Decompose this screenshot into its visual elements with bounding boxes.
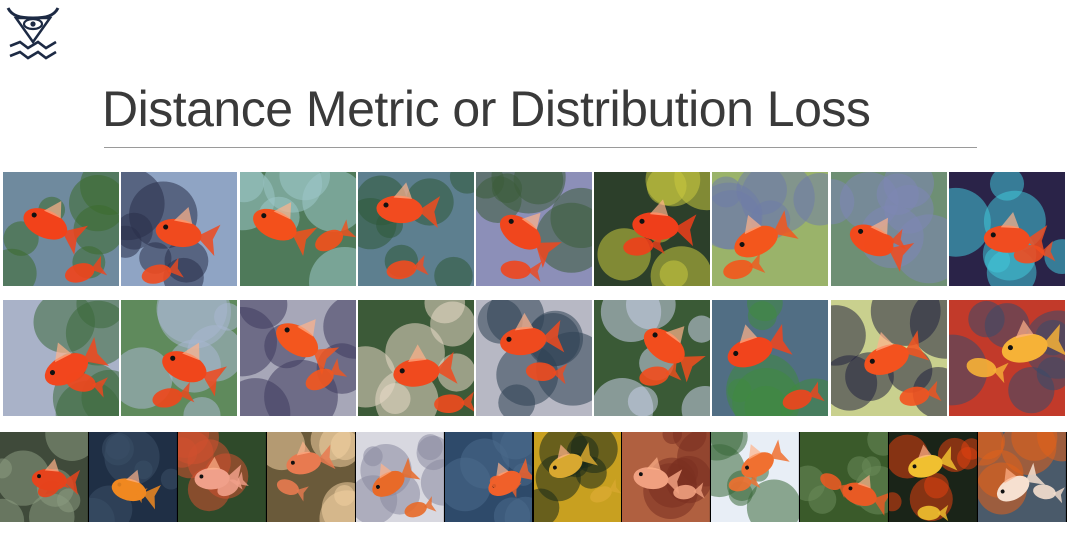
title-divider xyxy=(104,147,977,148)
goldfish-photo xyxy=(889,432,978,522)
feature-visualization-image xyxy=(3,172,119,286)
goldfish-photo xyxy=(622,432,711,522)
feature-visualization-image xyxy=(358,300,474,416)
feature-visualization-image xyxy=(121,300,237,416)
goldfish-photo xyxy=(533,432,622,522)
feature-visualization-image xyxy=(712,300,828,416)
goldfish-photo xyxy=(800,432,889,522)
feature-visualization-image xyxy=(831,172,947,286)
feature-visualization-image xyxy=(831,300,947,416)
natural-image-strip xyxy=(0,432,1067,522)
feature-visualization-image xyxy=(594,172,710,286)
feature-visualization-image xyxy=(358,172,474,286)
feature-visualization-image xyxy=(712,172,828,286)
goldfish-photo xyxy=(88,432,177,522)
bull-eye-waves-icon xyxy=(6,7,60,60)
goldfish-photo xyxy=(355,432,444,522)
goldfish-photo xyxy=(0,432,88,522)
goldfish-photo xyxy=(177,432,266,522)
feature-visualization-image xyxy=(121,172,237,286)
feature-visualization-image xyxy=(476,172,592,286)
feature-visualization-image xyxy=(594,300,710,416)
feature-visualization-image xyxy=(3,300,119,416)
feature-visualization-image xyxy=(949,172,1065,286)
goldfish-photo xyxy=(266,432,355,522)
feature-visualization-image xyxy=(240,172,356,286)
goldfish-photo xyxy=(444,432,533,522)
feature-visualization-image xyxy=(476,300,592,416)
feature-visualization-image xyxy=(240,300,356,416)
goldfish-photo xyxy=(978,432,1066,522)
slide-title: Distance Metric or Distribution Loss xyxy=(102,81,871,137)
goldfish-photo xyxy=(711,432,800,522)
feature-visualization-image xyxy=(949,300,1065,416)
